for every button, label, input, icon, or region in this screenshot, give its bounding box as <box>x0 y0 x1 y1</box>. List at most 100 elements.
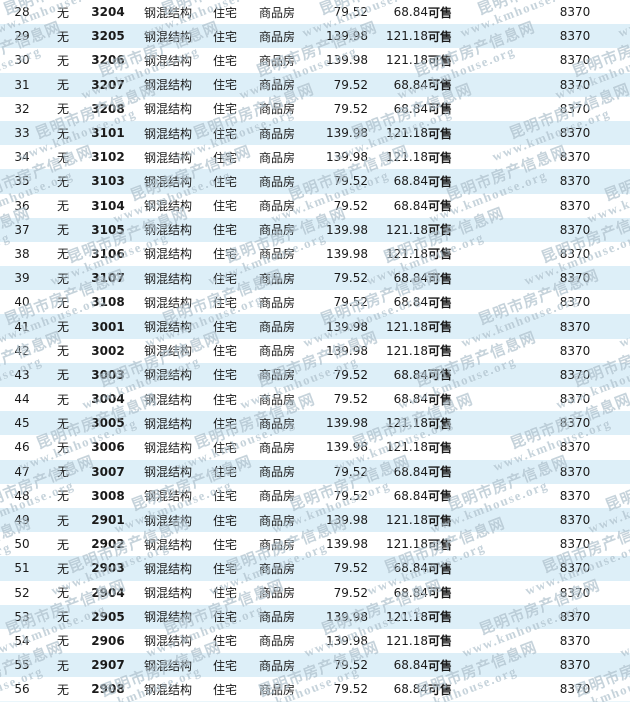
cell-sale-status: 可售 <box>428 150 453 165</box>
cell-usage: 住宅 <box>212 416 237 431</box>
cell-structure: 钢混结构 <box>143 658 192 673</box>
cell-sale-status: 可售 <box>428 682 453 697</box>
cell-room-number[interactable]: 2902 <box>91 537 125 552</box>
cell-room-number[interactable]: 3205 <box>91 29 125 44</box>
cell-room-number[interactable]: 3002 <box>91 343 125 358</box>
cell-room-number[interactable]: 2901 <box>91 513 125 528</box>
cell-sale-status: 可售 <box>428 199 453 214</box>
cell-room-number[interactable]: 3006 <box>91 440 125 455</box>
cell-spacer <box>488 363 544 387</box>
cell-room-number[interactable]: 3001 <box>91 319 125 334</box>
cell-structure: 钢混结构 <box>143 199 192 214</box>
cell-room-number[interactable]: 2906 <box>91 633 125 648</box>
cell-usage: 住宅 <box>212 320 237 335</box>
cell-unit-price: 8370 <box>559 222 591 237</box>
cell-spacer <box>488 218 544 242</box>
cell-total-price: 1171633 <box>606 508 630 532</box>
cell-note: 无 <box>56 465 69 480</box>
cell-room-number[interactable]: 2903 <box>91 561 125 576</box>
cell-unit-price: 8370 <box>559 513 591 528</box>
cell-note: 无 <box>56 368 69 383</box>
cell-sequence: 33 <box>14 126 30 141</box>
cell-note: 无 <box>56 682 69 697</box>
cell-room-number[interactable]: 3108 <box>91 295 125 310</box>
cell-room-number[interactable]: 3101 <box>91 126 125 141</box>
cell-inner-area: 68.84 <box>393 295 428 310</box>
cell-room-number[interactable]: 3102 <box>91 150 125 165</box>
cell-sale-status: 可售 <box>428 392 453 407</box>
cell-unit-price: 8370 <box>559 488 591 503</box>
cell-building-area: 79.52 <box>333 198 368 213</box>
cell-property-kind: 商品房 <box>258 174 295 189</box>
cell-room-number[interactable]: 3005 <box>91 416 125 431</box>
cell-room-number[interactable]: 3103 <box>91 174 125 189</box>
cell-structure: 钢混结构 <box>143 320 192 335</box>
cell-sequence: 38 <box>14 246 30 261</box>
cell-room-number[interactable]: 3206 <box>91 53 125 68</box>
cell-room-number[interactable]: 3003 <box>91 367 125 382</box>
cell-note: 无 <box>56 416 69 431</box>
cell-usage: 住宅 <box>212 126 237 141</box>
cell-property-kind: 商品房 <box>258 561 295 576</box>
cell-room-number[interactable]: 3007 <box>91 464 125 479</box>
cell-spacer <box>488 145 544 169</box>
cell-room-number[interactable]: 2905 <box>91 609 125 624</box>
cell-usage: 住宅 <box>212 368 237 383</box>
cell-room-number[interactable]: 3204 <box>91 5 125 20</box>
cell-note: 无 <box>56 320 69 335</box>
cell-building-area: 79.52 <box>333 174 368 189</box>
cell-unit-price: 8370 <box>559 295 591 310</box>
cell-room-number[interactable]: 3008 <box>91 488 125 503</box>
cell-room-number[interactable]: 3207 <box>91 77 125 92</box>
cell-unit-price: 8370 <box>559 271 591 286</box>
cell-usage: 住宅 <box>212 102 237 117</box>
cell-room-number[interactable]: 3107 <box>91 271 125 286</box>
cell-room-number[interactable]: 2904 <box>91 585 125 600</box>
cell-room-number[interactable]: 3106 <box>91 246 125 261</box>
cell-usage: 住宅 <box>212 440 237 455</box>
cell-unit-price: 8370 <box>559 367 591 382</box>
cell-total-price: 665582 <box>606 194 630 218</box>
cell-unit-price: 8370 <box>559 5 591 20</box>
cell-room-number[interactable]: 2908 <box>91 682 125 697</box>
cell-structure: 钢混结构 <box>143 102 192 117</box>
cell-room-number[interactable]: 2907 <box>91 658 125 673</box>
cell-building-area: 79.52 <box>333 488 368 503</box>
cell-room-number[interactable]: 3208 <box>91 101 125 116</box>
cell-room-number[interactable]: 3104 <box>91 198 125 213</box>
cell-structure: 钢混结构 <box>143 392 192 407</box>
cell-room-number[interactable]: 3105 <box>91 222 125 237</box>
cell-total-price: 1171633 <box>606 314 630 338</box>
cell-total-price: 665582 <box>606 653 630 677</box>
cell-room-number[interactable]: 3004 <box>91 392 125 407</box>
